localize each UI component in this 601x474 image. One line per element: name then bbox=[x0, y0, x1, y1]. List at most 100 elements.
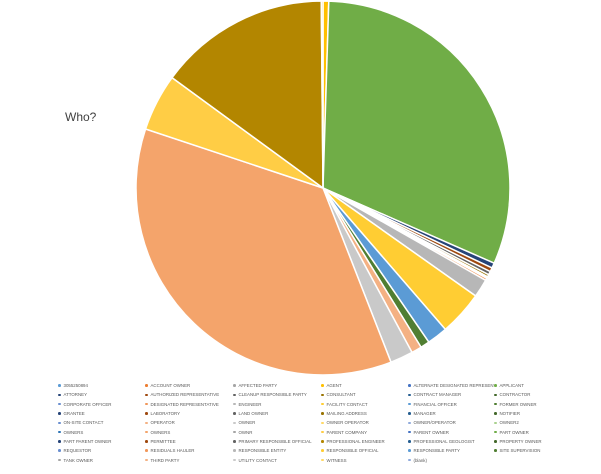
legend-label: UTILITY CONTACT bbox=[238, 457, 277, 463]
legend-marker bbox=[494, 412, 497, 415]
legend-marker bbox=[321, 440, 324, 443]
legend-label: THIRD PARTY bbox=[150, 457, 180, 463]
legend-marker bbox=[233, 458, 236, 462]
legend-label: OPERATOR bbox=[150, 420, 175, 426]
legend-item: FACILITY CONTACT bbox=[321, 400, 408, 409]
legend-marker bbox=[145, 449, 148, 452]
legend-label: FACILITY CONTACT bbox=[326, 401, 368, 407]
legend-marker bbox=[145, 440, 148, 443]
legend-label: TANK OWNER bbox=[63, 457, 93, 463]
legend-item: CONTRACTOR bbox=[494, 390, 584, 399]
legend: 3055250894 ACCOUNT OWNER AFFECTED PARTY AGE… bbox=[58, 381, 598, 465]
legend-label: MANAGER bbox=[413, 411, 436, 417]
legend-marker bbox=[408, 421, 411, 425]
legend-item: SITE SUPERVISION bbox=[494, 446, 584, 455]
legend-item: OWNER bbox=[233, 418, 321, 427]
legend-label: RESPONSIBLE PARTY bbox=[413, 448, 460, 454]
legend-marker bbox=[321, 402, 324, 406]
legend-marker bbox=[494, 440, 497, 443]
legend-item: CLEANUP RESPONSIBLE PARTY bbox=[233, 390, 321, 399]
legend-marker bbox=[494, 430, 497, 434]
legend-marker bbox=[58, 458, 61, 462]
pie-slice-39 bbox=[170, 0, 324, 190]
legend-label: PART PARENT OWNER bbox=[63, 438, 112, 444]
legend-item: RESPONSIBLE OFFICIAL bbox=[321, 446, 408, 455]
legend-item: CONTRACT MANAGER bbox=[408, 390, 494, 399]
legend-item: PROFESSIONAL ENGINEER bbox=[321, 437, 408, 446]
legend-item: NOTIFIER bbox=[494, 409, 584, 418]
legend-label: RESPONSIBLE OFFICIAL bbox=[326, 448, 379, 454]
legend-marker bbox=[408, 458, 411, 462]
legend-item: FORMER OWNER bbox=[494, 400, 584, 409]
legend-item: AGENT bbox=[321, 381, 408, 390]
legend-marker bbox=[58, 421, 61, 425]
legend-marker bbox=[321, 384, 324, 387]
legend-label: OWNR bbox=[238, 429, 253, 435]
legend-label: LAND OWNER bbox=[238, 411, 269, 417]
legend-item: GRANTEE bbox=[58, 409, 145, 418]
legend-marker bbox=[233, 421, 236, 425]
legend-label: AUTHORIZED REPRESENTATIVE bbox=[150, 392, 220, 398]
legend-marker bbox=[321, 393, 324, 397]
legend-marker bbox=[233, 384, 236, 387]
legend-marker bbox=[58, 384, 61, 387]
legend-label: CONTRACT MANAGER bbox=[413, 392, 462, 398]
legend-marker bbox=[233, 412, 236, 415]
legend-marker bbox=[494, 384, 497, 387]
legend-item: WITNESS bbox=[321, 455, 408, 464]
legend-item: OPERATOR bbox=[145, 418, 233, 427]
legend-item: MANAGER bbox=[408, 409, 494, 418]
legend-item: CORPORATE OFFICER bbox=[58, 400, 145, 409]
legend-item: PART PARENT OWNER bbox=[58, 437, 145, 446]
chart-title: Who? bbox=[65, 110, 97, 124]
legend-item: PARENT OWNER bbox=[408, 427, 494, 436]
legend-marker bbox=[145, 458, 148, 462]
legend-label: LABORATORY bbox=[150, 411, 181, 417]
legend-marker bbox=[58, 393, 61, 397]
legend-label: CLEANUP RESPONSIBLE PARTY bbox=[238, 392, 307, 398]
legend-marker bbox=[58, 440, 61, 443]
legend-item: 3055250894 bbox=[58, 381, 145, 390]
legend-marker bbox=[321, 421, 324, 425]
pie-slice-5 bbox=[322, 0, 511, 265]
legend-item: OWNERS bbox=[58, 427, 145, 436]
legend-marker bbox=[58, 449, 61, 452]
legend-label: CONSULTANT bbox=[326, 392, 356, 398]
legend-marker bbox=[494, 421, 497, 425]
legend-item: PROFESSIONAL GEOLOGIST bbox=[408, 437, 494, 446]
legend-item: OWNER OPERATOR bbox=[321, 418, 408, 427]
legend-label: OWNER bbox=[238, 420, 256, 426]
legend-item: TANK OWNER bbox=[58, 455, 145, 464]
legend-label: CONTRACTOR bbox=[499, 392, 531, 398]
legend-marker bbox=[233, 430, 236, 434]
legend-item: PROPERTY OWNER bbox=[494, 437, 584, 446]
legend-item: AUTHORIZED REPRESENTATIVE bbox=[145, 390, 233, 399]
legend-label: RESIDUALS HAULER bbox=[150, 448, 195, 454]
legend-label: CORPORATE OFFICER bbox=[63, 401, 112, 407]
legend-marker bbox=[408, 384, 411, 387]
legend-label: PROFESSIONAL GEOLOGIST bbox=[413, 438, 475, 444]
legend-marker bbox=[58, 402, 61, 406]
legend-label: APPLICANT bbox=[499, 383, 524, 389]
pie-slice-45 bbox=[320, 0, 324, 189]
legend-label: SITE SUPERVISION bbox=[499, 448, 541, 454]
legend-item: (blank) bbox=[408, 455, 494, 464]
legend-label: OWNER OPERATOR bbox=[326, 420, 369, 426]
legend-label: DESIGNATED REPRESENTATIVE bbox=[150, 401, 219, 407]
legend-label: PROFESSIONAL ENGINEER bbox=[326, 438, 385, 444]
legend-item: LAND OWNER bbox=[233, 409, 321, 418]
legend-marker bbox=[321, 430, 324, 434]
legend-marker bbox=[494, 449, 497, 452]
legend-label: OWNERS bbox=[63, 429, 84, 435]
legend-marker bbox=[145, 412, 148, 415]
legend-label: PARENT OWNER bbox=[413, 429, 449, 435]
legend-item: OWNR bbox=[233, 427, 321, 436]
legend-marker bbox=[321, 449, 324, 452]
legend-item: ALTERNATE DESIGNATED REPRESENTATIVE bbox=[408, 381, 494, 390]
pie-plot bbox=[135, 0, 511, 376]
legend-item: PRIMARY RESPONSIBLE OFFICIAL bbox=[233, 437, 321, 446]
legend-marker bbox=[494, 393, 497, 397]
legend-item: THIRD PARTY bbox=[145, 455, 233, 464]
legend-item: PARENT COMPANY bbox=[321, 427, 408, 436]
